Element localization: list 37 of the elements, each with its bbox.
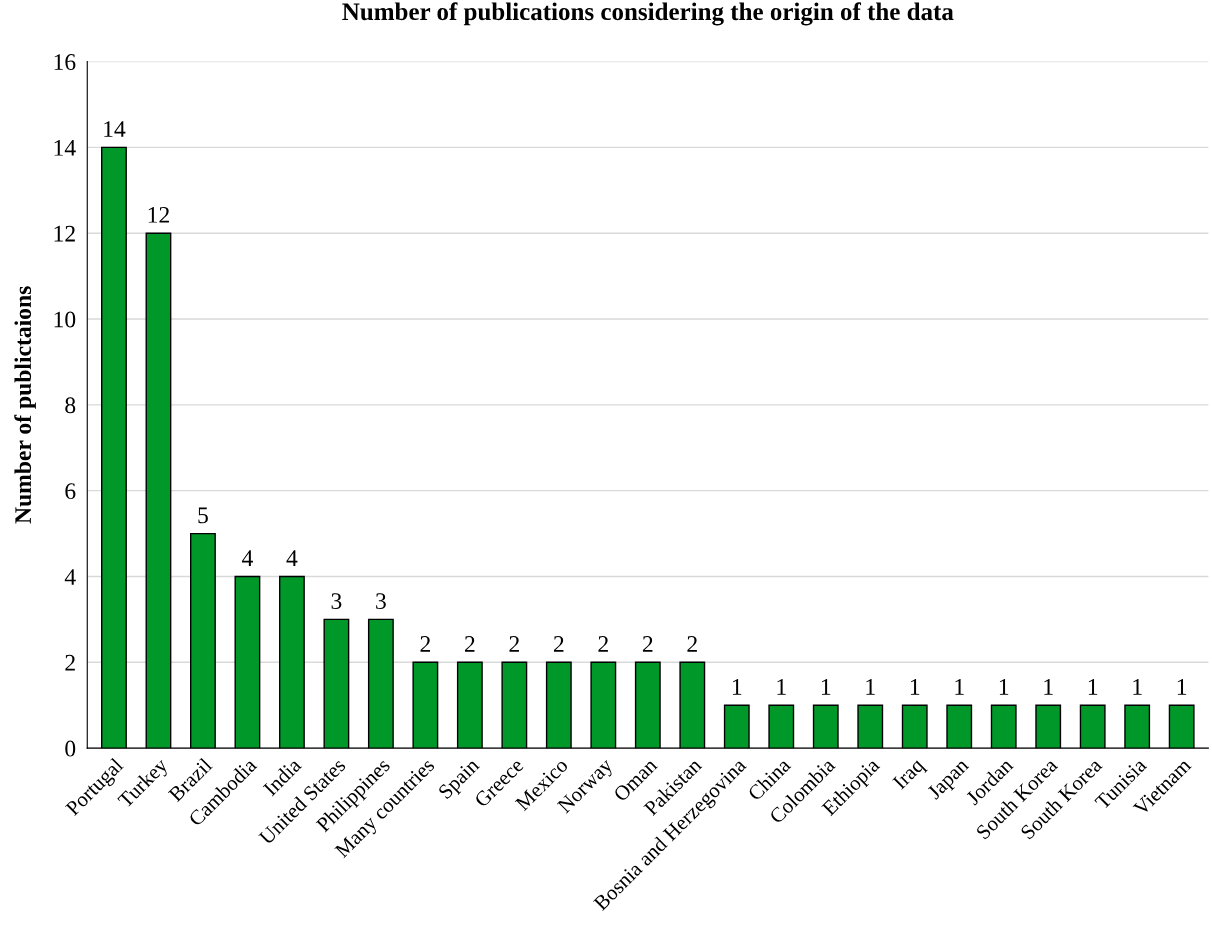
data-label: 3	[331, 593, 342, 610]
data-label: 2	[687, 636, 697, 652]
y-tick-label: 16	[54, 54, 76, 70]
data-label: 14	[104, 121, 126, 137]
data-label: 5	[198, 507, 208, 524]
data-label: 2	[598, 636, 608, 652]
data-label: 1	[910, 679, 920, 695]
data-label: 1	[1088, 679, 1098, 695]
y-tick-label: 14	[54, 139, 76, 156]
data-label: 1	[1177, 679, 1187, 695]
data-label: 4	[286, 550, 298, 566]
y-tick-label: 2	[65, 654, 75, 671]
data-label: 1	[1044, 679, 1053, 695]
data-label: 1	[821, 679, 831, 695]
data-label: 3	[376, 593, 386, 610]
data-label: 2	[465, 636, 475, 652]
y-tick-label: 6	[65, 483, 76, 500]
data-label: 2	[420, 636, 430, 652]
data-label: 4	[241, 550, 253, 566]
data-label: 1	[866, 679, 875, 695]
y-tick-label: 0	[65, 740, 76, 757]
x-tick-label: Iraq	[892, 757, 928, 794]
y-tick-label: 12	[54, 225, 75, 242]
data-label: 1	[777, 679, 786, 695]
data-label: 1	[732, 679, 742, 695]
data-label: 1	[999, 679, 1009, 695]
data-label: 2	[642, 636, 653, 652]
y-tick-label: 4	[64, 569, 76, 585]
data-label: 2	[553, 636, 564, 652]
chart-title: Number of publications considering the origin of the data	[342, 2, 954, 26]
y-tick-label: 8	[65, 397, 76, 414]
data-label: 12	[148, 206, 169, 223]
data-label: 1	[1133, 679, 1142, 695]
y-tick-label: 10	[54, 311, 76, 328]
data-label: 1	[955, 679, 964, 695]
data-label: 2	[509, 636, 519, 652]
y-axis-title: Number of publictaions	[14, 286, 36, 524]
